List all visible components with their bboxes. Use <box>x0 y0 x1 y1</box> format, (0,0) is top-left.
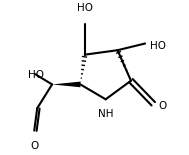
Text: O: O <box>30 141 38 151</box>
Text: HO: HO <box>28 70 44 80</box>
Text: O: O <box>159 101 167 111</box>
Text: HO: HO <box>77 3 93 13</box>
Text: HO: HO <box>150 42 166 51</box>
Polygon shape <box>52 82 80 87</box>
Text: NH: NH <box>98 109 114 119</box>
